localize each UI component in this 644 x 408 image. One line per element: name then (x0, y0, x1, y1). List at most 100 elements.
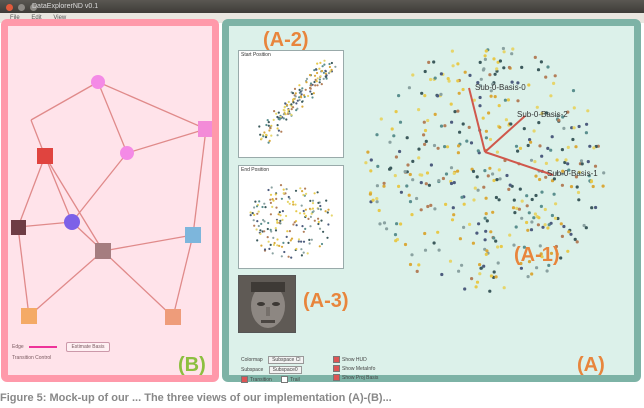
thumbnail-point (328, 62, 331, 66)
thumbnail-point (259, 229, 262, 232)
minimize-icon[interactable] (17, 4, 25, 11)
thumbnail-point (256, 212, 259, 215)
thumbnail-point (322, 230, 325, 233)
scatter-point (495, 178, 499, 182)
scatter-point (572, 126, 576, 130)
window-controls[interactable] (6, 3, 40, 16)
scatter-point (482, 185, 486, 189)
scatter-point (529, 140, 533, 144)
thumbnail-point (287, 100, 290, 104)
menu-item-edit[interactable]: Edit (31, 15, 42, 21)
scatter-point (443, 124, 447, 128)
thumbnail-point (326, 211, 329, 214)
scatter-point (371, 198, 375, 202)
thumbnail-point (282, 241, 285, 244)
menu-item-file[interactable]: File (10, 15, 20, 21)
graph-node-selected[interactable] (64, 214, 80, 230)
scatter-point (475, 280, 480, 284)
thumbnail-point (267, 221, 270, 225)
graph-node[interactable] (165, 309, 181, 325)
graph-node[interactable] (120, 146, 134, 160)
edge-slider[interactable] (29, 345, 58, 348)
scatter-point (520, 199, 524, 203)
scatter-point (491, 210, 495, 214)
scatter-point (589, 179, 594, 184)
scatter-point (522, 245, 526, 249)
scatter-point (510, 52, 514, 56)
scatter-point (527, 211, 531, 215)
thumbnail-point (291, 92, 295, 95)
scatter-point (433, 76, 437, 80)
graph-node[interactable] (91, 75, 105, 89)
scatter-point (580, 162, 584, 166)
graph-nodes[interactable] (11, 75, 212, 325)
scatter-point (518, 146, 523, 150)
thumbnail-point (280, 197, 283, 200)
window-title: DataExplorerND v0.1 (32, 3, 99, 10)
scatter-point (469, 141, 474, 145)
graph-node[interactable] (11, 220, 26, 235)
scatter-point (566, 249, 570, 253)
scatter-point (546, 65, 550, 69)
scatter-point (541, 225, 545, 229)
scatter-point (579, 159, 584, 163)
thumbnail-point (285, 214, 288, 218)
thumbnail-point (317, 222, 320, 226)
thumbnail-point (256, 220, 259, 223)
thumbnail-point (309, 208, 312, 211)
thumbnail-point (324, 210, 327, 213)
scatter-point (423, 128, 428, 133)
graph-node[interactable] (21, 308, 37, 324)
thumbnail-point (284, 102, 287, 105)
thumbnail-point (259, 232, 262, 235)
show-hud-checkbox[interactable] (333, 356, 340, 363)
maximize-icon[interactable] (29, 4, 37, 11)
scatter-point (563, 160, 567, 165)
thumbnail-point (275, 197, 278, 200)
thumbnail-point (298, 212, 302, 215)
menu-item-view[interactable]: View (53, 15, 67, 21)
scatter-point (478, 263, 482, 267)
show-metainfo-checkbox[interactable] (333, 365, 340, 372)
graph-node[interactable] (95, 243, 111, 259)
scatter-point (555, 158, 559, 162)
thumbnail-point (316, 84, 319, 87)
scatter-point (423, 94, 427, 98)
scatter-point (559, 256, 563, 260)
main-scatterplot[interactable]: Sub-0-Basis-0 Sub-0-Basis-2 Sub-0-Basis-… (357, 40, 637, 340)
scatter-point (453, 110, 457, 114)
scatter-point (450, 120, 454, 124)
scatter-point (423, 69, 427, 74)
close-icon[interactable] (6, 4, 13, 11)
scatter-point (540, 111, 544, 116)
show-proj-basis-checkbox[interactable] (333, 374, 340, 381)
thumbnail-point (295, 210, 298, 213)
thumbnail-point (302, 240, 306, 243)
scatter-point (477, 222, 481, 226)
estimate-basis-button[interactable]: Estimate Basis (66, 342, 110, 352)
thumbnail-point (320, 242, 324, 246)
end-position-thumbnail[interactable]: End Position (238, 165, 344, 269)
thumbnail-point (270, 230, 273, 233)
thumbnail-point (293, 221, 296, 224)
scatter-point (530, 220, 534, 224)
scatter-point (440, 272, 444, 277)
scatter-point (505, 173, 509, 178)
scatter-point (574, 175, 578, 179)
subspace-graph[interactable] (8, 26, 212, 375)
scatter-point (497, 104, 501, 108)
thumbnail-point (268, 139, 271, 142)
trail-checkbox[interactable] (281, 376, 289, 383)
graph-node[interactable] (37, 148, 53, 164)
colormap-select[interactable]: Subspace Cl (268, 356, 305, 364)
subspace-select[interactable]: Subspace0 (268, 366, 302, 374)
start-position-thumbnail[interactable]: Start Position (238, 50, 344, 158)
thumbnail-point (327, 72, 331, 75)
graph-node[interactable] (185, 227, 201, 243)
transition-checkbox[interactable] (241, 376, 248, 383)
graph-node[interactable] (198, 121, 212, 137)
trail-label: Trail (290, 376, 300, 383)
scatter-point (390, 127, 394, 131)
scatter-point (535, 266, 539, 270)
scatter-point (492, 178, 496, 183)
